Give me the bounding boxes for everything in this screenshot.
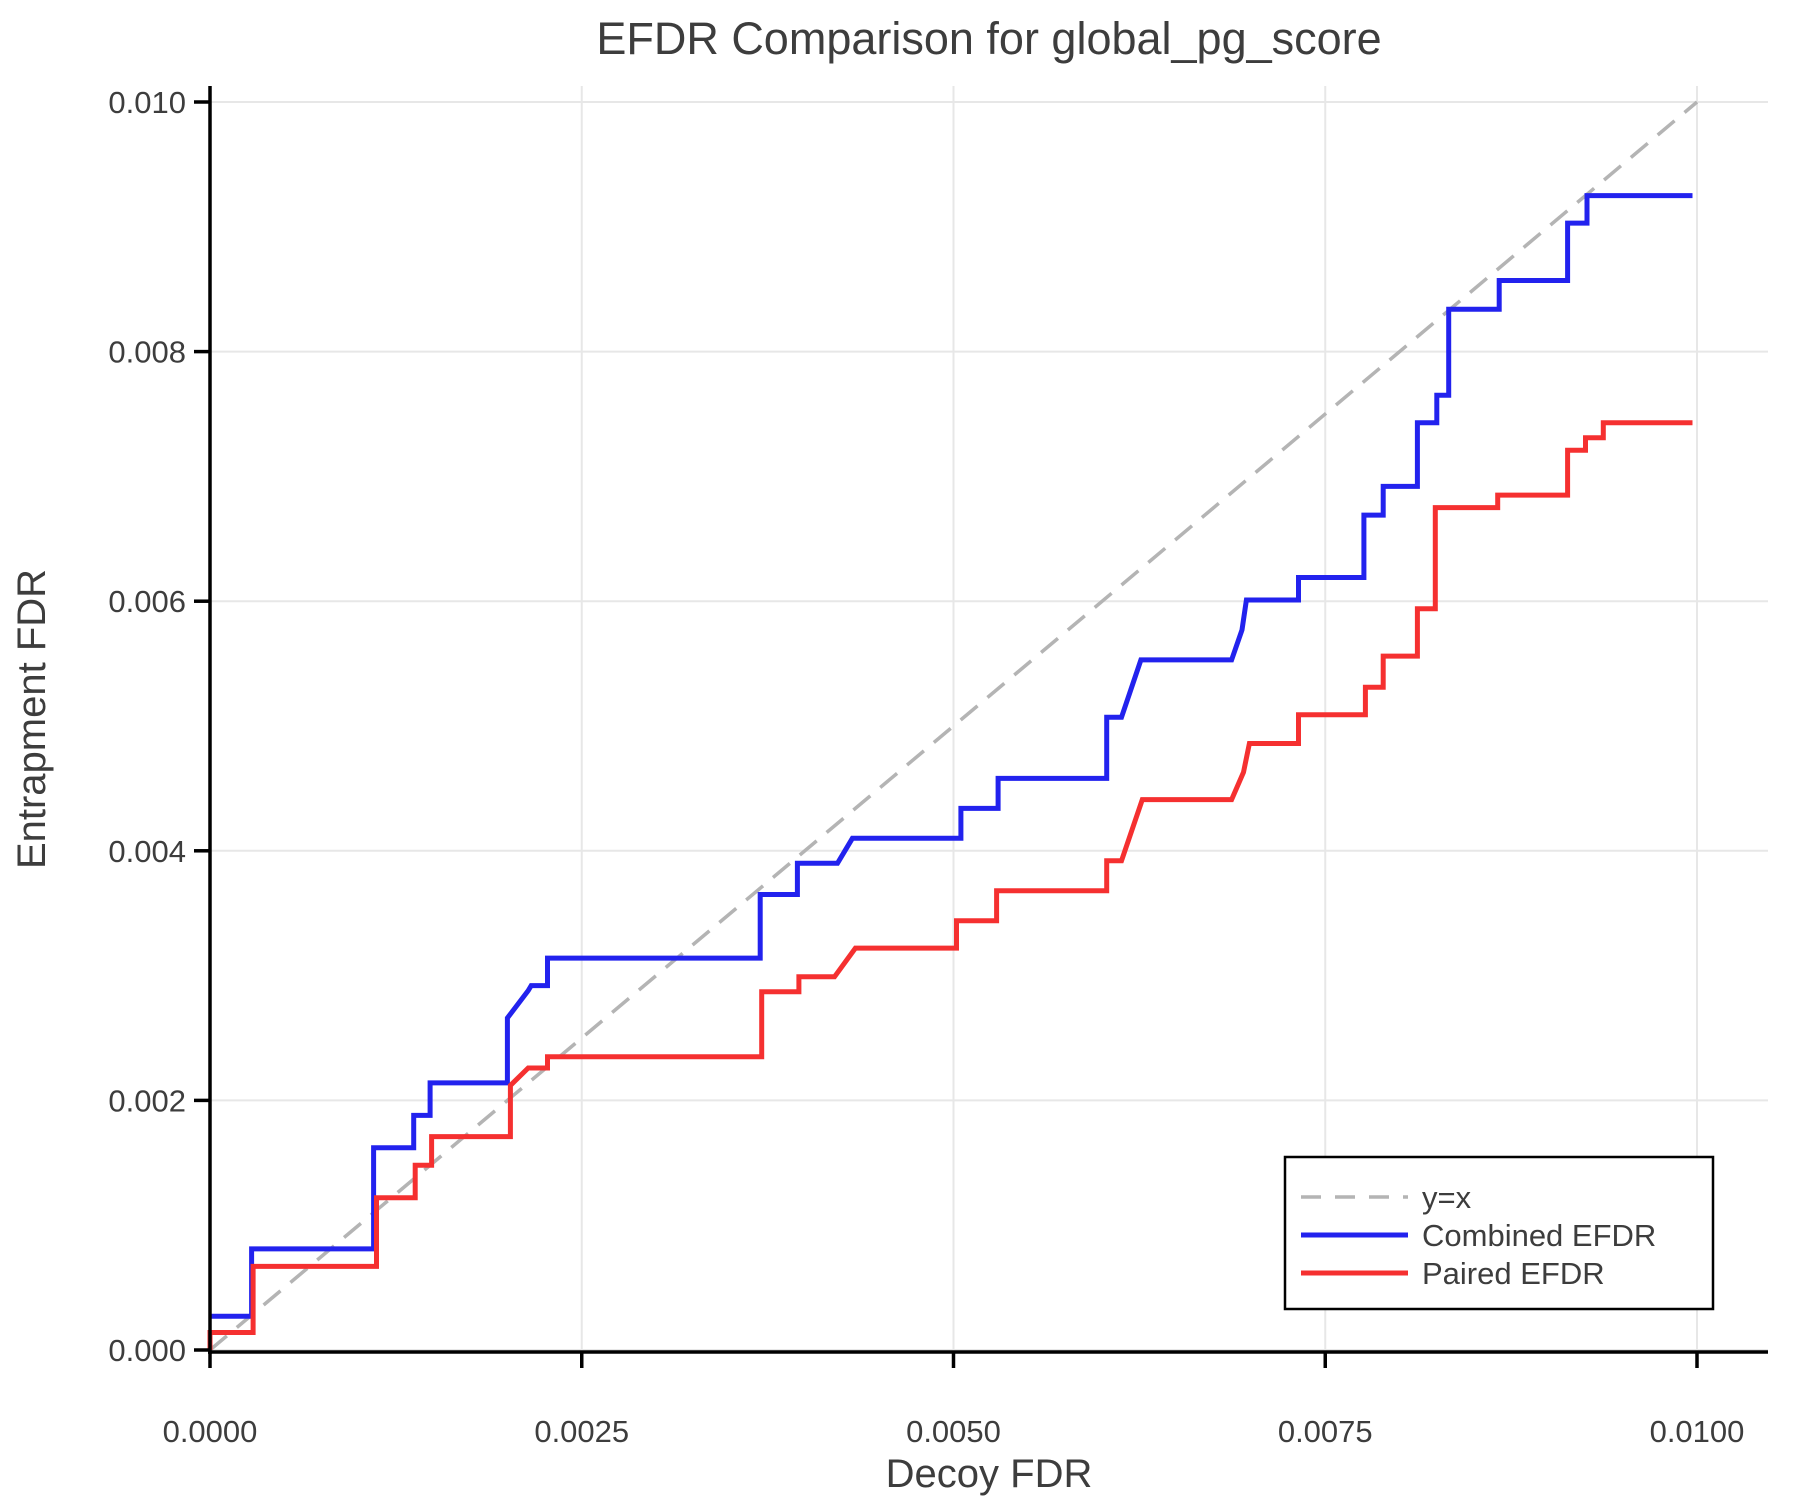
y-tick-label: 0.002 [108,1083,186,1118]
legend-label: Combined EFDR [1422,1218,1656,1253]
y-axis-label: Entrapment FDR [10,569,54,869]
legend-label: y=x [1422,1180,1472,1215]
y-tick-label: 0.004 [108,834,186,869]
series-paired-efdr [207,420,1693,1350]
x-tick-label: 0.0050 [906,1414,1001,1449]
chart-title: EFDR Comparison for global_pg_score [596,13,1381,64]
x-tick-label: 0.0000 [163,1414,258,1449]
x-tick-label: 0.0025 [534,1414,629,1449]
x-tick-label: 0.0075 [1278,1414,1373,1449]
series-combined-efdr [210,193,1693,1319]
x-axis-label: Decoy FDR [886,1452,1093,1496]
y-tick-label: 0.008 [108,335,186,370]
y-tick-label: 0.006 [108,584,186,619]
y-tick-label: 0.010 [108,85,186,120]
x-tick-label: 0.0100 [1650,1414,1745,1449]
y-tick-label: 0.000 [108,1333,186,1368]
legend-label: Paired EFDR [1422,1256,1605,1291]
